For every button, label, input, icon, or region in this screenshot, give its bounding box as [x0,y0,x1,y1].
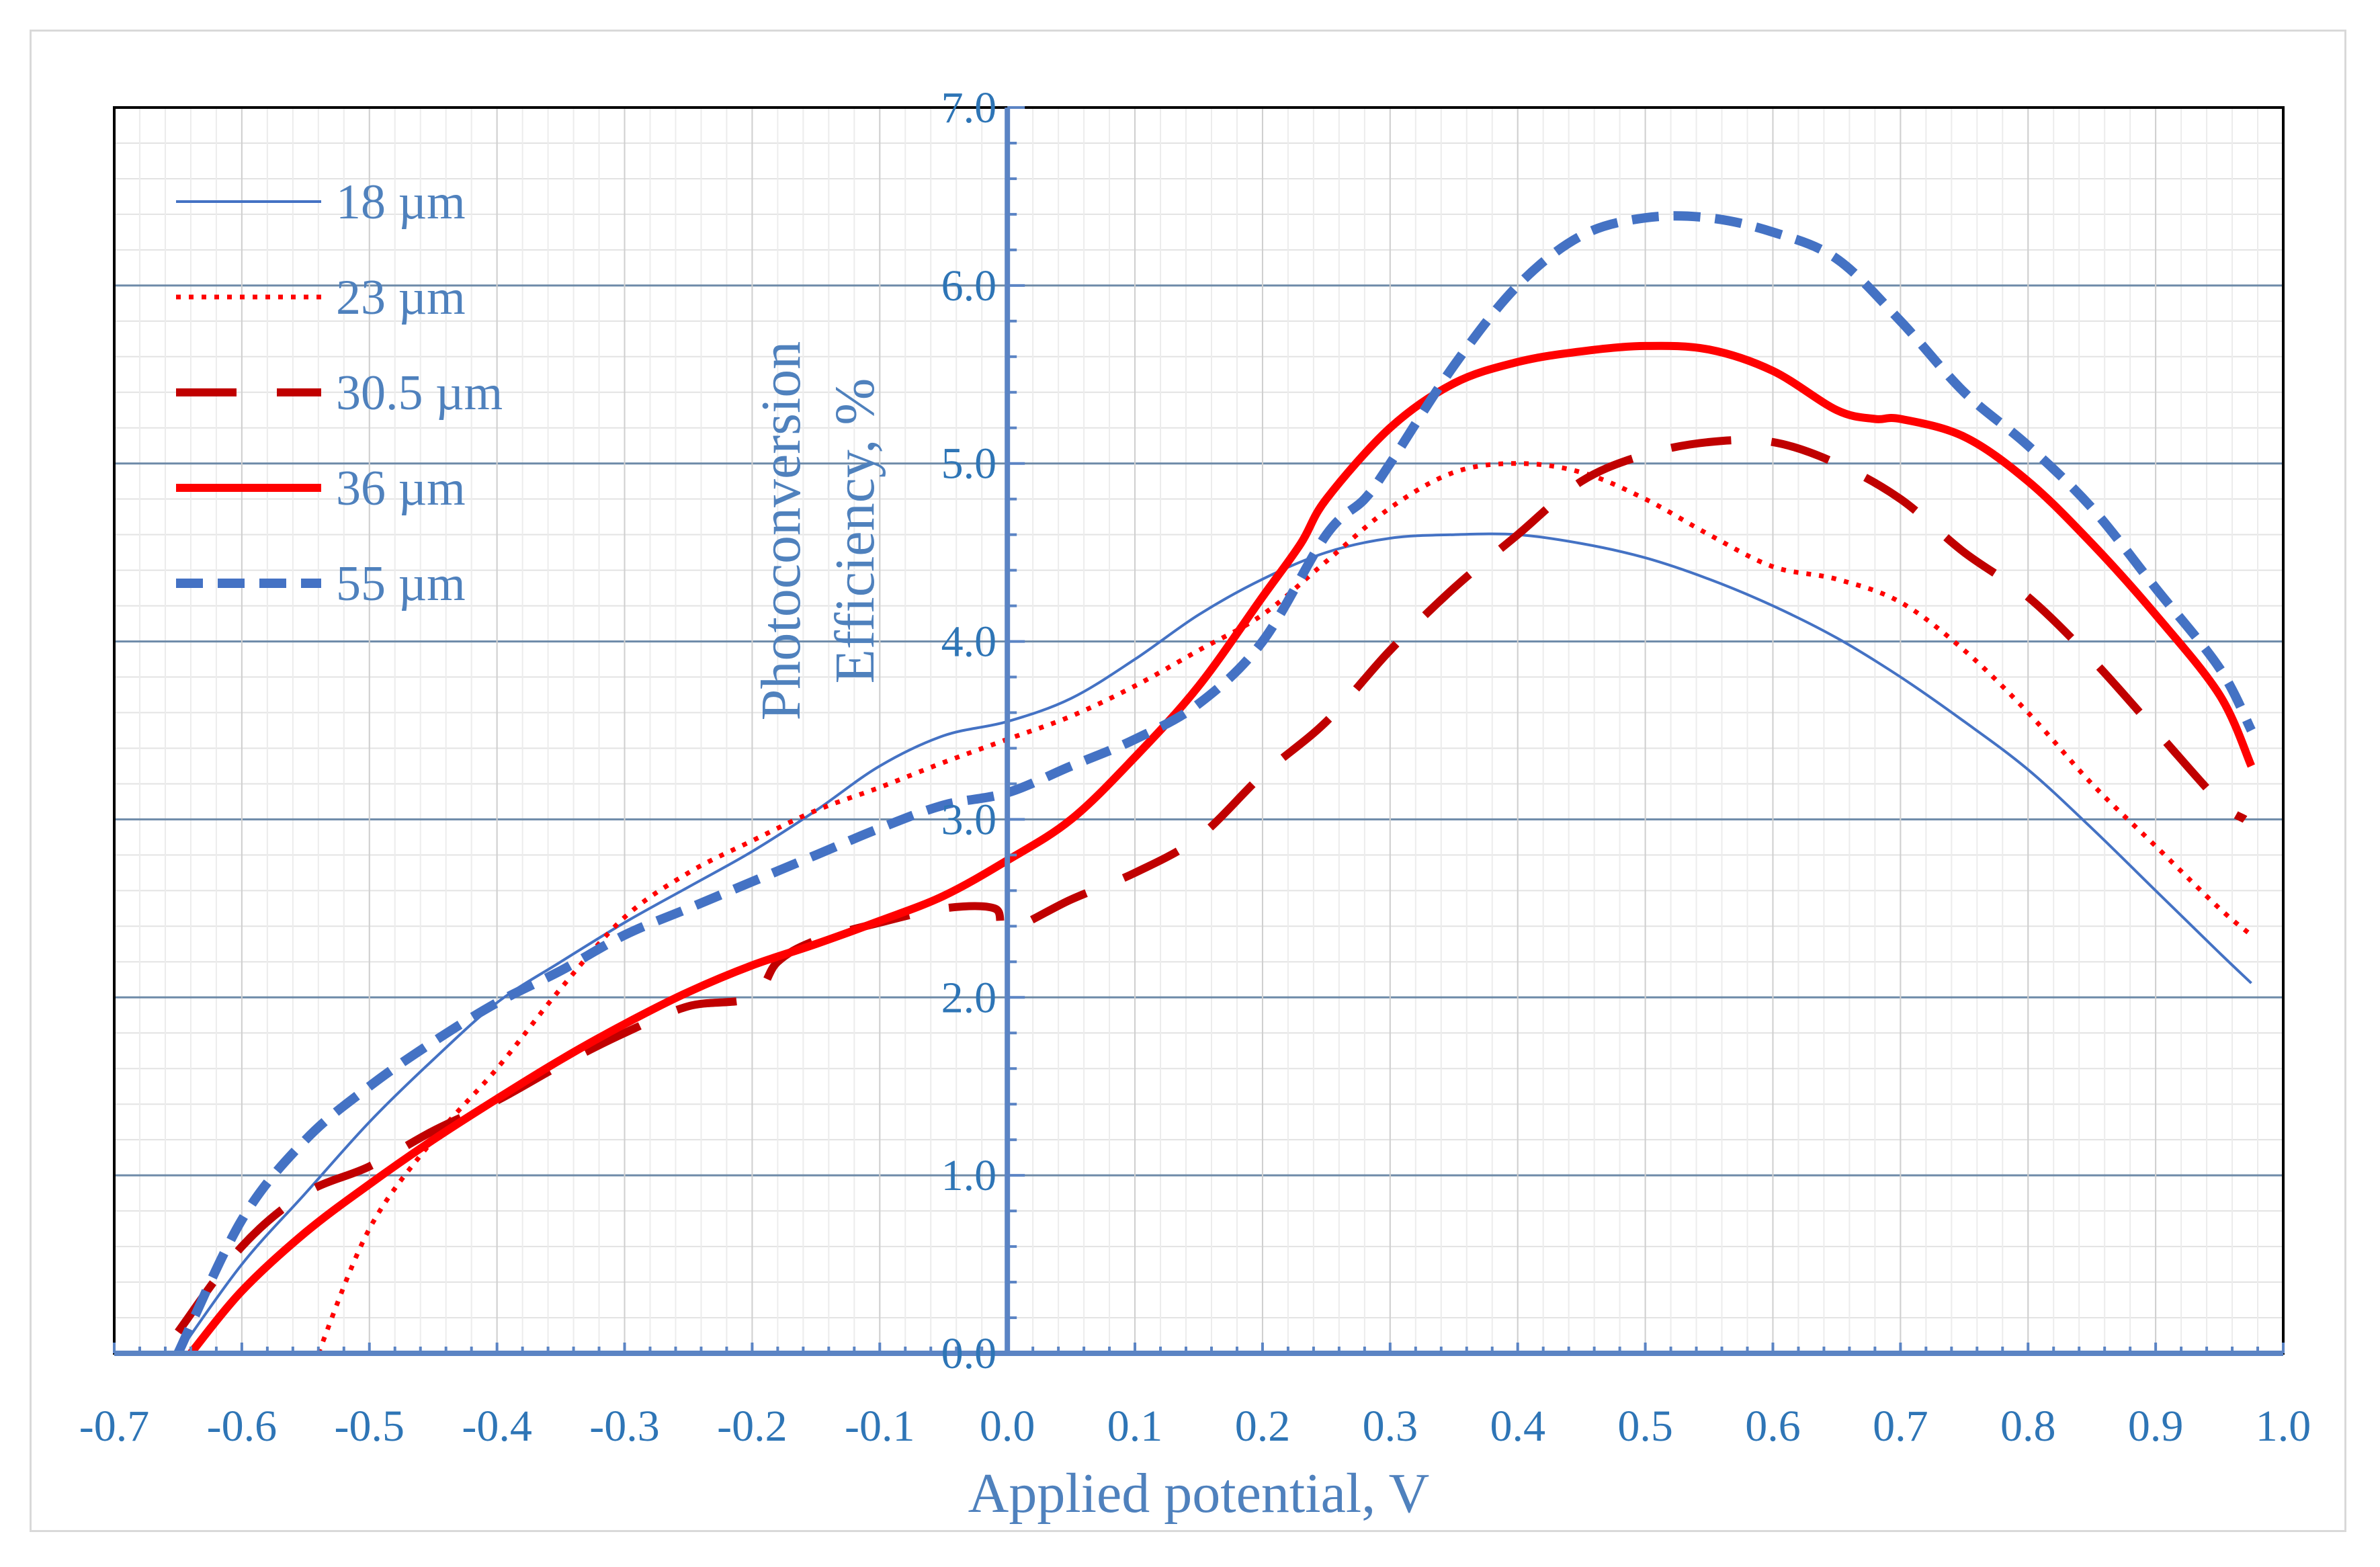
y-tick-label: 1.0 [941,1151,997,1200]
legend-label-2: 30.5 µm [336,366,503,421]
y-axis-title-line-2: Efficiency, % [824,378,886,684]
series-line-0 [177,532,2252,1355]
legend-label-4: 55 µm [336,556,466,611]
x-tick-label: -0.5 [335,1402,405,1451]
x-tick-label: 0.8 [2000,1402,2056,1451]
y-axis-title-line-1: Photoconversion [750,341,812,721]
legend-label-3: 36 µm [336,461,466,516]
legend: 18 µm 23 µm 30.5 µm 36 µm 55 µm [176,175,503,611]
x-tick-label: 0.4 [1490,1402,1545,1451]
y-tick-label: 6.0 [941,261,997,310]
x-tick-label: 0.3 [1363,1402,1418,1451]
x-tick-label: 0.7 [1873,1402,1928,1451]
x-tick-label: -0.1 [845,1402,915,1451]
x-tick-label: 0.0 [980,1402,1035,1451]
x-tick-label: 0.9 [2128,1402,2184,1451]
axes-layer [113,106,2285,1356]
series-layer [173,211,2256,1356]
y-tick-label: 4.0 [941,618,997,667]
y-tick-label: 5.0 [941,439,997,489]
x-tick-label: 1.0 [2256,1402,2311,1451]
x-tick-label: -0.2 [717,1402,787,1451]
y-tick-label: 7.0 [941,83,997,132]
x-tick-label: 0.6 [1745,1402,1801,1451]
series-line-3 [187,341,2256,1356]
legend-label-0: 18 µm [336,175,466,230]
y-tick-label: 2.0 [941,973,997,1022]
x-tick-label: 0.5 [1617,1402,1673,1451]
tick-labels: -0.7 -0.6 -0.5 -0.4 -0.3 -0.2 -0.1 0.0 0.1 0.2 0.3… [79,83,2311,1451]
y-tick-label: 3.0 [941,795,997,844]
series-line-4 [173,211,2256,1356]
x-tick-label: -0.4 [462,1402,532,1451]
x-axis-title: Applied potential, V [968,1462,1430,1525]
x-tick-label: -0.3 [589,1402,659,1451]
grid-minor [114,107,2284,1354]
x-tick-label: -0.7 [79,1402,149,1451]
x-tick-label: 0.2 [1235,1402,1291,1451]
x-tick-label: -0.6 [207,1402,277,1451]
legend-label-1: 23 µm [336,270,466,325]
x-tick-label: 0.1 [1107,1402,1163,1451]
y-tick-label: 0.0 [941,1329,997,1378]
